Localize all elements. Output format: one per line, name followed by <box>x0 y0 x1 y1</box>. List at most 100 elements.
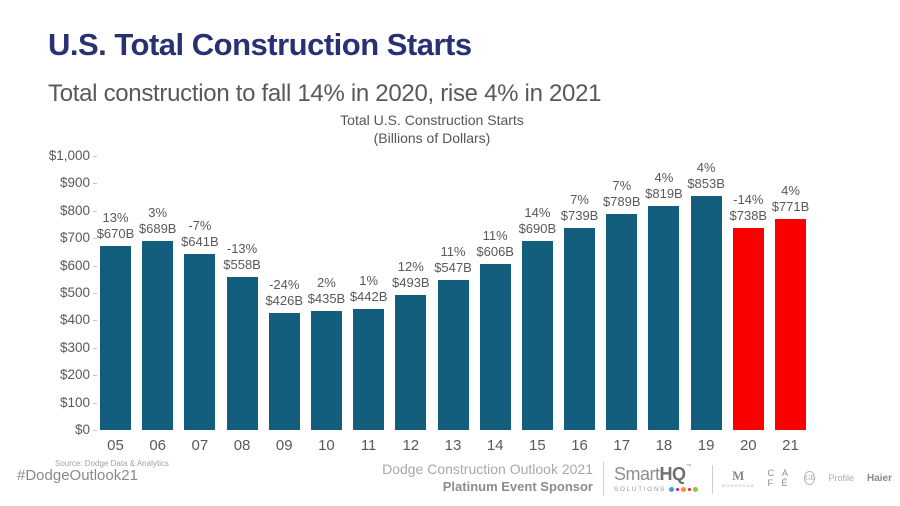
bar-value-label: 11% $606B <box>476 227 514 260</box>
smarthq-dot <box>668 487 674 492</box>
bar-value-label: -14% $738B <box>729 191 768 224</box>
sponsor-label: Platinum Event Sponsor <box>442 479 593 494</box>
bar-group-2012: 12% $493B 12 <box>392 156 430 454</box>
y-axis-tick-label: $300 <box>30 340 97 356</box>
bar-group-2008: -13% $558B 08 <box>223 156 261 454</box>
smarthq-dot <box>680 487 686 492</box>
smarthq-wordmark: SmartHQ™ <box>614 464 692 484</box>
bar-group-2019: 4% $853B 19 <box>687 156 725 454</box>
x-axis-label-2013: 13 <box>444 437 462 454</box>
bar-value-label: 2% $435B <box>307 274 346 307</box>
x-axis-label-2005: 05 <box>107 437 124 454</box>
bar-2017 <box>606 214 638 430</box>
bar-value-label: 7% $739B <box>560 191 599 224</box>
y-axis-tick-label: $100 <box>30 395 97 411</box>
x-axis-label-2017: 17 <box>613 437 631 454</box>
source-note: Source: Dodge Data & Analytics <box>55 459 169 468</box>
bar-group-2010: 2% $435B 10 <box>308 156 346 454</box>
smarthq-dots <box>668 487 698 492</box>
bar-group-2015: 14% $690B 15 <box>519 156 557 454</box>
y-axis-tick-label: $600 <box>30 258 97 274</box>
bar-2011 <box>353 309 385 430</box>
bar-group-2011: 1% $442B 11 <box>350 156 388 454</box>
x-axis-label-2019: 19 <box>697 437 715 454</box>
x-axis-label-2018: 18 <box>655 437 673 454</box>
x-axis-label-2015: 15 <box>529 437 546 454</box>
x-axis-label-2014: 14 <box>486 437 504 454</box>
chart-title-line1: Total U.S. Construction Starts <box>340 112 524 128</box>
bar-2016 <box>564 228 596 430</box>
y-axis-tick-label: $900 <box>30 175 97 191</box>
x-axis-label-2010: 10 <box>318 437 335 454</box>
bar-2020 <box>732 228 764 430</box>
y-axis-tick-label: $200 <box>30 367 97 383</box>
haier-logo: Haier <box>866 472 892 484</box>
bar-value-label: 4% $853B <box>687 159 725 192</box>
bar-2019 <box>690 196 722 430</box>
y-axis-tick-label: $400 <box>30 312 97 328</box>
y-axis-tick-label: $500 <box>30 285 97 301</box>
x-axis-label-2011: 11 <box>360 437 377 454</box>
x-axis-label-2006: 06 <box>149 437 167 454</box>
smarthq-logo: SmartHQ™ SOLUTIONS <box>614 464 709 493</box>
smarthq-dot <box>675 488 679 491</box>
y-axis-tick-label: $800 <box>30 203 97 219</box>
bar-2015 <box>521 241 553 430</box>
bar-group-2017: 7% $789B 17 <box>603 156 641 454</box>
y-axis: $1,000 $900 $800 $700 $600 $500 $400 $300 $200 $1… <box>30 148 97 438</box>
x-axis-label-2009: 09 <box>275 437 293 454</box>
x-axis-label-2020: 20 <box>739 437 757 454</box>
bar-group-2020: -14% $738B 20 <box>730 156 768 454</box>
bar-group-2006: 3% $689B 06 <box>139 156 177 454</box>
bar-value-label: 12% $493B <box>392 258 430 291</box>
monogram-logo: M MONOGRAM <box>722 467 755 488</box>
x-axis-label-2016: 16 <box>571 437 588 454</box>
footer-divider-right <box>712 465 713 494</box>
bar-value-label: 7% $789B <box>602 177 641 210</box>
bar-group-2014: 11% $606B 14 <box>476 156 514 454</box>
event-block: Dodge Construction Outlook 2021 Platinum… <box>330 461 593 494</box>
x-axis-label-2012: 12 <box>402 437 420 454</box>
bar-group-2007: -7% $641B 07 <box>181 156 219 454</box>
bar-2008 <box>226 277 258 430</box>
bar-value-label: 14% $690B <box>518 204 557 237</box>
brand-logos: M MONOGRAM C A F É GE Profile Haier <box>722 464 892 492</box>
bar-2012 <box>395 295 427 430</box>
x-axis-label-2021: 21 <box>782 437 799 454</box>
y-axis-tick-label: $1,000 <box>30 148 97 164</box>
ge-logo: GE <box>804 471 816 485</box>
x-axis-label-2008: 08 <box>233 437 251 454</box>
bar-value-label: -7% $641B <box>181 217 219 250</box>
bar-group-2018: 4% $819B 18 <box>645 156 683 454</box>
profile-logo: Profile <box>828 473 854 483</box>
bar-group-2009: -24% $426B 09 <box>265 156 303 454</box>
y-axis-tick-label: $0 <box>30 422 97 438</box>
smarthq-dot <box>692 487 698 492</box>
bar-2010 <box>310 311 342 430</box>
footer-divider-left <box>603 462 604 496</box>
bar-group-2016: 7% $739B 16 <box>561 156 599 454</box>
bar-value-label: 13% $670B <box>96 209 135 242</box>
x-axis-label-2007: 07 <box>191 437 209 454</box>
bar-group-2021: 4% $771B 21 <box>772 156 810 454</box>
smarthq-solutions: SOLUTIONS <box>614 486 709 493</box>
chart-title-line2: (Billions of Dollars) <box>373 130 491 147</box>
cafe-logo: C A F É <box>767 468 791 488</box>
event-name: Dodge Construction Outlook 2021 <box>382 461 593 477</box>
bar-2014 <box>479 264 511 430</box>
bar-group-2005: 13% $670B 05 <box>97 156 135 454</box>
bar-2018 <box>648 206 680 430</box>
bar-value-label: 4% $771B <box>771 182 810 215</box>
hashtag: #DodgeOutlook21 <box>17 467 138 484</box>
bar-value-label: 3% $689B <box>138 204 177 237</box>
bar-group-2013: 11% $547B 13 <box>434 156 472 454</box>
bar-value-label: -24% $426B <box>265 276 304 309</box>
y-axis-tick-label: $700 <box>30 230 97 246</box>
bar-2006 <box>142 241 174 430</box>
bar-2021 <box>775 219 806 430</box>
bar-value-label: 11% $547B <box>434 243 472 276</box>
plot-area: 13% $670B 05 3% $689B 06 -7% $641B 07 -13% $558B 08… <box>97 156 810 454</box>
bar-2007 <box>184 254 216 430</box>
page-subtitle: Total construction to fall 14% in 2020, … <box>48 80 602 107</box>
